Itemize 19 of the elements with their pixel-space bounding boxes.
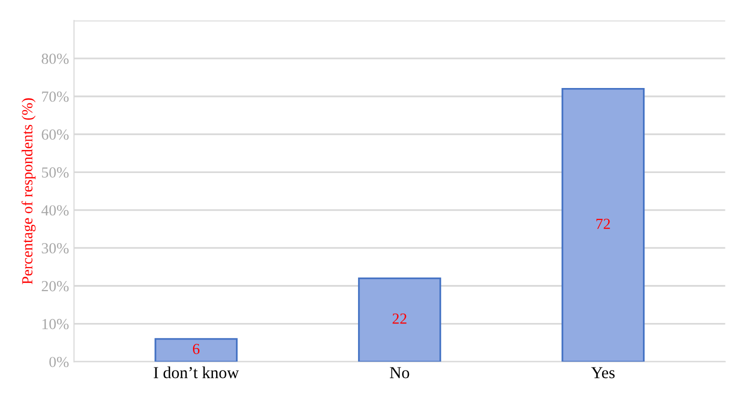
data-label: 22 (392, 314, 406, 324)
data-label: 6 (192, 344, 200, 354)
y-tick-label: 40% (41, 205, 69, 216)
data-label: 72 (596, 218, 610, 229)
y-tick-label: 70% (42, 92, 69, 102)
x-tick-label: No (390, 367, 410, 378)
y-tick-label: 80% (42, 54, 69, 64)
y-tick-label: 30% (42, 243, 69, 254)
x-tick-label: Yes (591, 367, 615, 378)
y-tick-label: 10% (42, 318, 69, 330)
y-tick-label: 60% (42, 129, 69, 140)
bar (562, 88, 645, 362)
y-tick-label: 50% (42, 167, 69, 178)
y-tick-label: 0% (49, 356, 69, 368)
y-axis-title: Percentage of respondents (%) (22, 98, 36, 284)
y-tick-label: 20% (42, 281, 69, 292)
bar (358, 277, 442, 362)
x-tick-label: I don’t know (154, 366, 239, 378)
bar (154, 338, 238, 362)
